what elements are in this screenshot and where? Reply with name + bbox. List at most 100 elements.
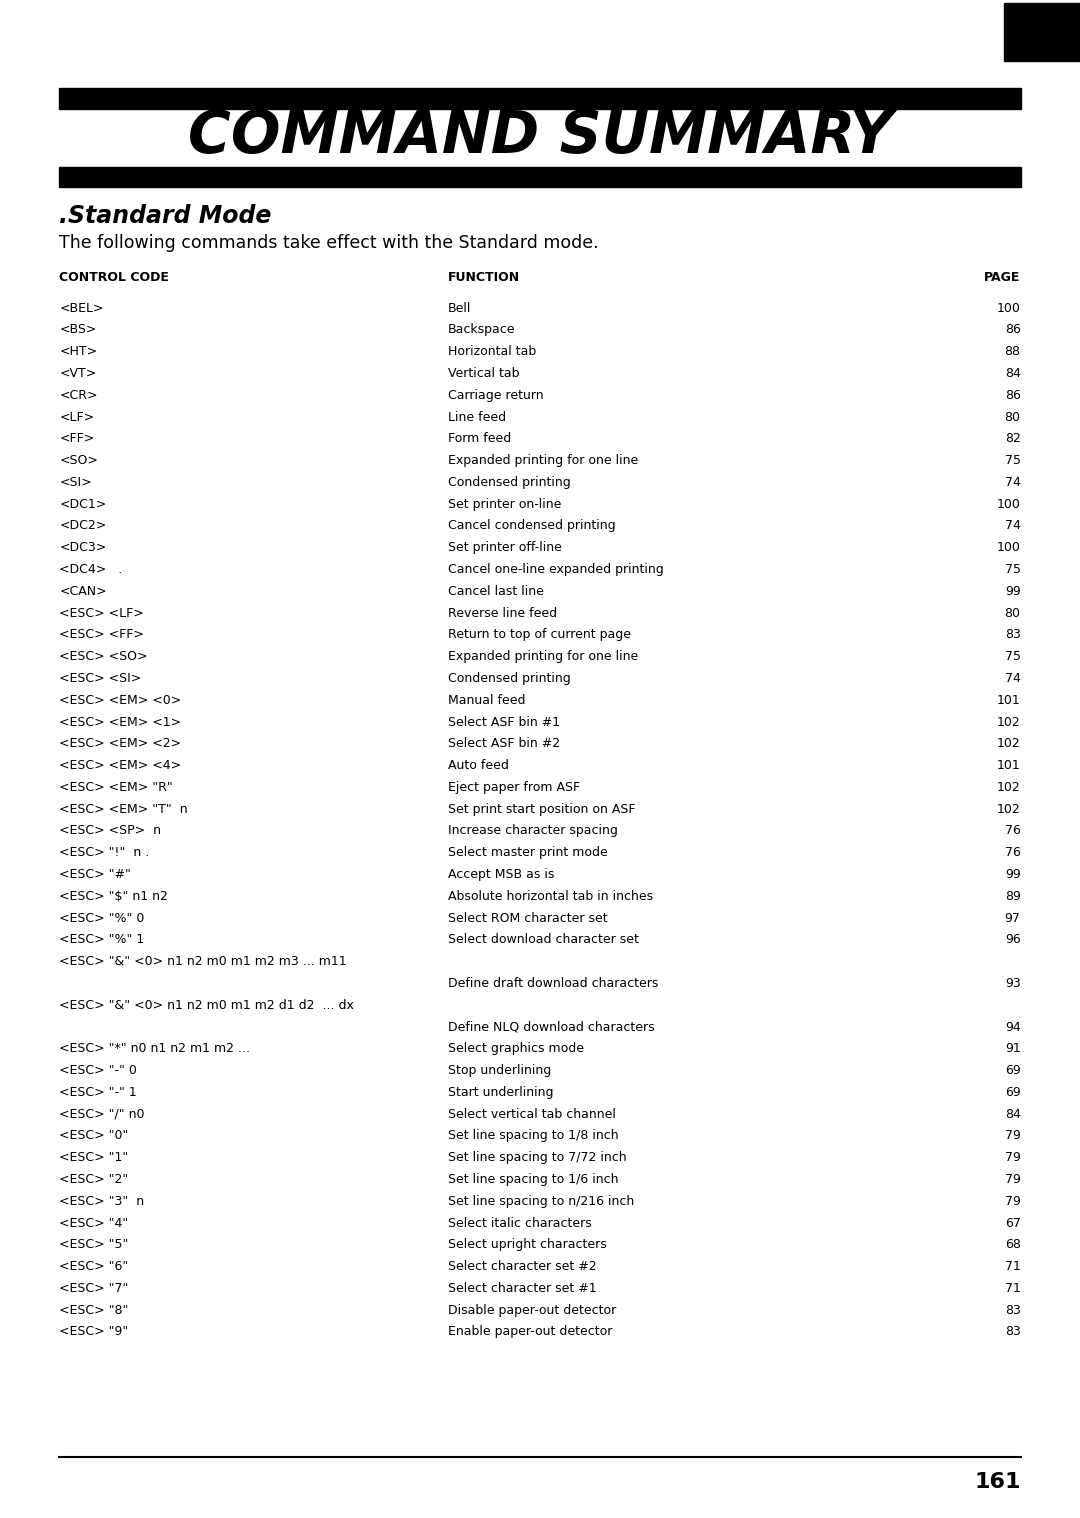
Text: 100: 100 xyxy=(997,498,1021,510)
Text: 79: 79 xyxy=(1004,1195,1021,1208)
Text: <ESC> "&" <0> n1 n2 m0 m1 m2 d1 d2  ... dx: <ESC> "&" <0> n1 n2 m0 m1 m2 d1 d2 ... d… xyxy=(59,999,354,1011)
Text: Select character set #1: Select character set #1 xyxy=(448,1281,597,1295)
Text: <FF>: <FF> xyxy=(59,433,95,445)
Text: Set line spacing to n/216 inch: Set line spacing to n/216 inch xyxy=(448,1195,634,1208)
Text: 96: 96 xyxy=(1004,934,1021,946)
Text: Select ASF bin #2: Select ASF bin #2 xyxy=(448,738,561,750)
Text: 80: 80 xyxy=(1004,410,1021,424)
Text: <ESC> "#": <ESC> "#" xyxy=(59,868,132,880)
Text: Set printer on-line: Set printer on-line xyxy=(448,498,562,510)
Text: 76: 76 xyxy=(1004,846,1021,859)
Text: Enable paper-out detector: Enable paper-out detector xyxy=(448,1325,612,1339)
Text: <ESC> <FF>: <ESC> <FF> xyxy=(59,628,145,642)
Text: <ESC> <SI>: <ESC> <SI> xyxy=(59,672,141,685)
Text: 79: 79 xyxy=(1004,1173,1021,1186)
Text: 80: 80 xyxy=(1004,607,1021,619)
Text: 79: 79 xyxy=(1004,1129,1021,1143)
Bar xyxy=(59,88,1021,109)
Text: <ESC> "$" n1 n2: <ESC> "$" n1 n2 xyxy=(59,890,168,903)
Text: Horizontal tab: Horizontal tab xyxy=(448,345,537,358)
Text: Vertical tab: Vertical tab xyxy=(448,367,519,380)
Text: Expanded printing for one line: Expanded printing for one line xyxy=(448,454,638,468)
Text: <ESC> "!"  n .: <ESC> "!" n . xyxy=(59,846,150,859)
Text: 161: 161 xyxy=(974,1471,1021,1492)
Text: 100: 100 xyxy=(997,542,1021,554)
Text: 102: 102 xyxy=(997,803,1021,815)
Text: <ESC> <SO>: <ESC> <SO> xyxy=(59,650,148,663)
Text: <ESC> "3"  n: <ESC> "3" n xyxy=(59,1195,145,1208)
Text: 102: 102 xyxy=(997,780,1021,794)
Text: 101: 101 xyxy=(997,759,1021,773)
Text: 68: 68 xyxy=(1004,1239,1021,1251)
Text: 79: 79 xyxy=(1004,1151,1021,1164)
Text: <ESC> <LF>: <ESC> <LF> xyxy=(59,607,144,619)
Text: 75: 75 xyxy=(1004,454,1021,468)
Text: Select graphics mode: Select graphics mode xyxy=(448,1043,584,1055)
Text: 76: 76 xyxy=(1004,824,1021,838)
Text: Absolute horizontal tab in inches: Absolute horizontal tab in inches xyxy=(448,890,653,903)
Text: Form feed: Form feed xyxy=(448,433,512,445)
Text: Condensed printing: Condensed printing xyxy=(448,477,571,489)
Text: Auto feed: Auto feed xyxy=(448,759,509,773)
Text: <ESC> "2": <ESC> "2" xyxy=(59,1173,129,1186)
Text: Select character set #2: Select character set #2 xyxy=(448,1260,597,1274)
Text: Select ASF bin #1: Select ASF bin #1 xyxy=(448,715,561,729)
Text: 102: 102 xyxy=(997,738,1021,750)
Text: 83: 83 xyxy=(1004,628,1021,642)
Text: <BS>: <BS> xyxy=(59,323,97,337)
Text: 94: 94 xyxy=(1004,1020,1021,1034)
Text: Select vertical tab channel: Select vertical tab channel xyxy=(448,1108,616,1120)
Text: .Standard Mode: .Standard Mode xyxy=(59,203,272,228)
Text: <ESC> <EM> "R": <ESC> <EM> "R" xyxy=(59,780,173,794)
Text: Stop underlining: Stop underlining xyxy=(448,1064,552,1078)
Text: Set print start position on ASF: Set print start position on ASF xyxy=(448,803,636,815)
Text: <ESC> <EM> <0>: <ESC> <EM> <0> xyxy=(59,694,181,707)
Text: 101: 101 xyxy=(997,694,1021,707)
Text: 86: 86 xyxy=(1004,389,1021,402)
Text: Set line spacing to 7/72 inch: Set line spacing to 7/72 inch xyxy=(448,1151,626,1164)
Text: 74: 74 xyxy=(1004,519,1021,533)
Text: 86: 86 xyxy=(1004,323,1021,337)
Text: <ESC> "*" n0 n1 n2 m1 m2 ...: <ESC> "*" n0 n1 n2 m1 m2 ... xyxy=(59,1043,251,1055)
Text: Cancel one-line expanded printing: Cancel one-line expanded printing xyxy=(448,563,664,575)
Text: 97: 97 xyxy=(1004,912,1021,924)
Text: Line feed: Line feed xyxy=(448,410,507,424)
Text: <CR>: <CR> xyxy=(59,389,98,402)
Text: <ESC> "5": <ESC> "5" xyxy=(59,1239,129,1251)
Text: 75: 75 xyxy=(1004,650,1021,663)
Text: Select master print mode: Select master print mode xyxy=(448,846,608,859)
Text: 69: 69 xyxy=(1004,1064,1021,1078)
Text: Accept MSB as is: Accept MSB as is xyxy=(448,868,554,880)
Text: 89: 89 xyxy=(1004,890,1021,903)
Text: <LF>: <LF> xyxy=(59,410,95,424)
Text: 82: 82 xyxy=(1004,433,1021,445)
Text: <ESC> "8": <ESC> "8" xyxy=(59,1304,129,1316)
Text: 84: 84 xyxy=(1004,1108,1021,1120)
Text: <ESC> "-" 1: <ESC> "-" 1 xyxy=(59,1085,137,1099)
Text: <BEL>: <BEL> xyxy=(59,302,104,314)
Text: <ESC> <EM> "T"  n: <ESC> <EM> "T" n xyxy=(59,803,188,815)
Text: COMMAND SUMMARY: COMMAND SUMMARY xyxy=(188,108,892,165)
Text: 88: 88 xyxy=(1004,345,1021,358)
Text: Select download character set: Select download character set xyxy=(448,934,639,946)
Text: <DC3>: <DC3> xyxy=(59,542,107,554)
Text: <ESC> "%" 1: <ESC> "%" 1 xyxy=(59,934,145,946)
Text: <ESC> "/" n0: <ESC> "/" n0 xyxy=(59,1108,145,1120)
Text: <CAN>: <CAN> xyxy=(59,584,107,598)
Text: 93: 93 xyxy=(1004,978,1021,990)
Text: <ESC> "4": <ESC> "4" xyxy=(59,1216,129,1230)
Text: <ESC> <EM> <2>: <ESC> <EM> <2> xyxy=(59,738,181,750)
Text: 67: 67 xyxy=(1004,1216,1021,1230)
Text: <ESC> <SP>  n: <ESC> <SP> n xyxy=(59,824,161,838)
Text: 91: 91 xyxy=(1004,1043,1021,1055)
Text: Set line spacing to 1/8 inch: Set line spacing to 1/8 inch xyxy=(448,1129,619,1143)
Text: <ESC> <EM> <4>: <ESC> <EM> <4> xyxy=(59,759,181,773)
Text: <ESC> "&" <0> n1 n2 m0 m1 m2 m3 ... m11: <ESC> "&" <0> n1 n2 m0 m1 m2 m3 ... m11 xyxy=(59,955,347,968)
Text: <ESC> "-" 0: <ESC> "-" 0 xyxy=(59,1064,137,1078)
Text: <DC2>: <DC2> xyxy=(59,519,107,533)
Text: Increase character spacing: Increase character spacing xyxy=(448,824,618,838)
Text: <ESC> "9": <ESC> "9" xyxy=(59,1325,129,1339)
Text: Bell: Bell xyxy=(448,302,472,314)
Text: Select italic characters: Select italic characters xyxy=(448,1216,592,1230)
Text: 83: 83 xyxy=(1004,1304,1021,1316)
